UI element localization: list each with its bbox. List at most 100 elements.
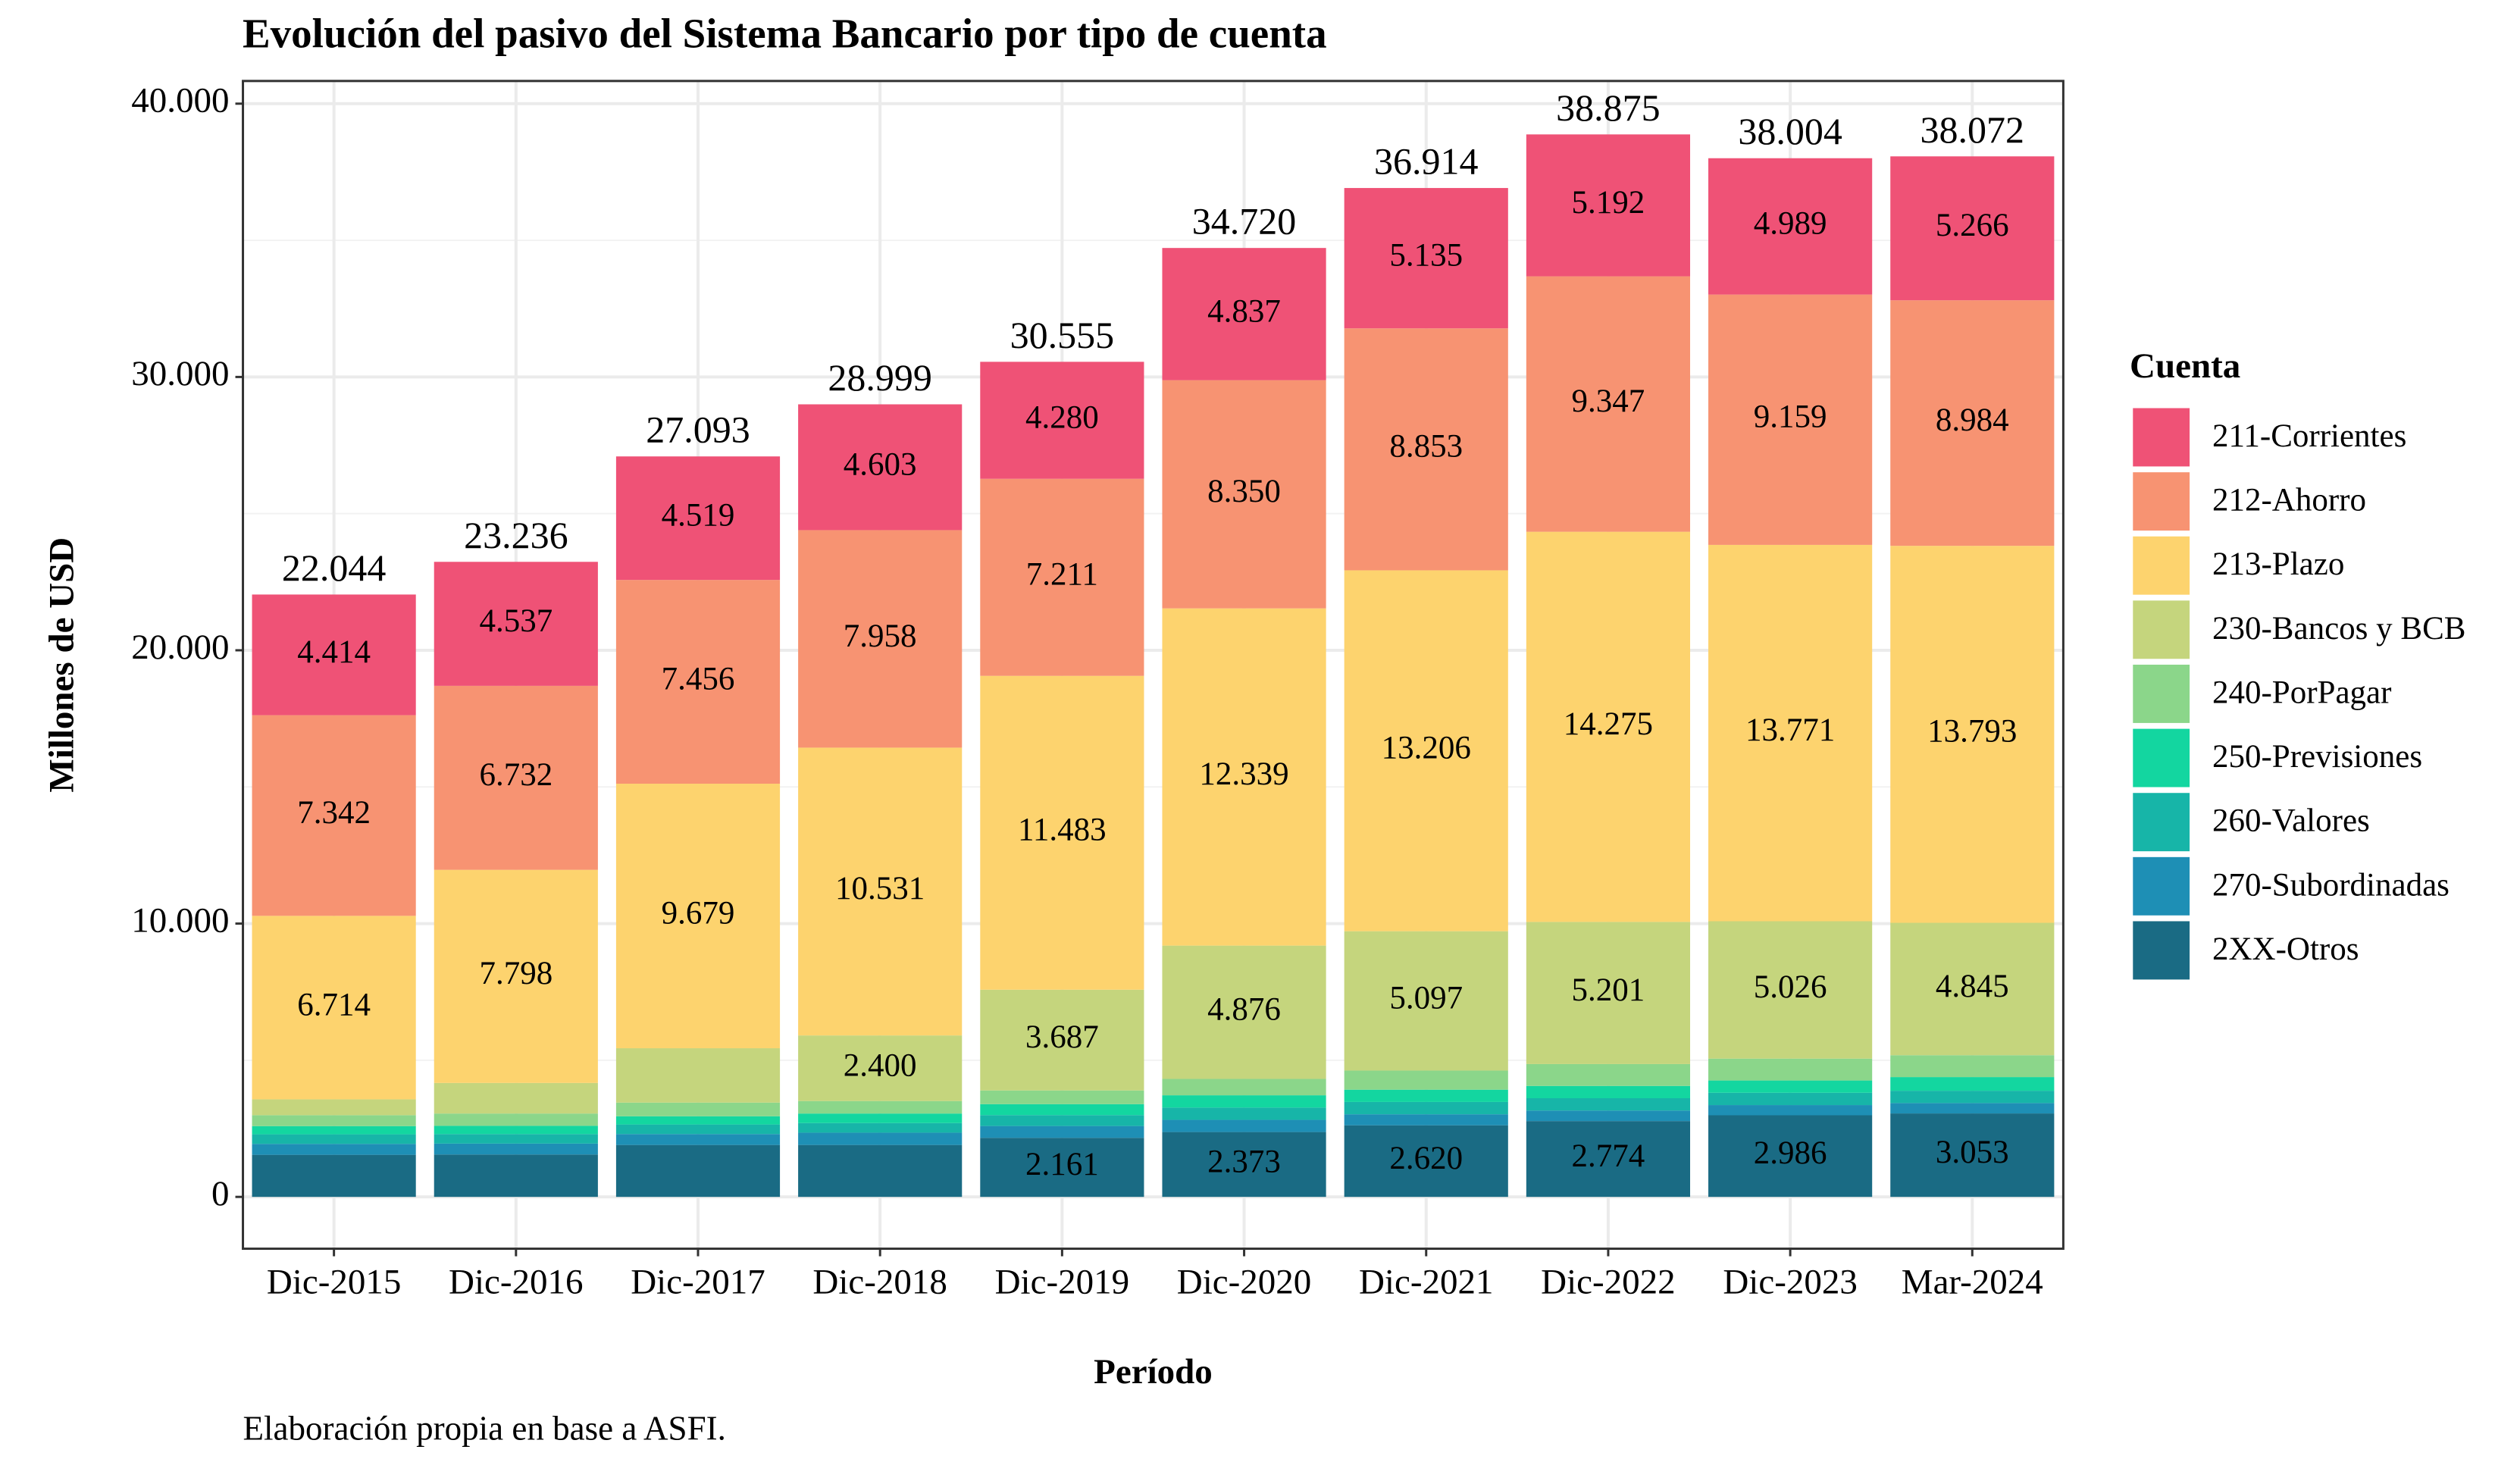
x-tick-label: Dic-2021 <box>1359 1262 1494 1301</box>
total-label: 38.875 <box>1556 86 1661 129</box>
bar-segment <box>252 594 416 715</box>
bar-segment <box>1708 1080 1873 1093</box>
total-label: 34.720 <box>1192 200 1297 243</box>
value-label: 5.097 <box>1389 980 1463 1016</box>
bar-segment <box>1344 931 1508 1071</box>
bar-segment <box>252 1099 416 1116</box>
total-label: 38.004 <box>1738 110 1842 152</box>
bar-segment <box>1890 1055 2055 1078</box>
bar-segment <box>1162 945 1326 1079</box>
total-label: 28.999 <box>828 356 932 399</box>
bar-segment <box>615 1124 781 1135</box>
value-label: 4.989 <box>1754 206 1827 242</box>
y-tick-label: 0 <box>211 1174 230 1213</box>
bar-segment <box>615 1144 781 1198</box>
x-tick-label: Mar-2024 <box>1902 1262 2043 1301</box>
bar-segment <box>615 456 781 581</box>
value-label: 13.771 <box>1745 712 1835 748</box>
bar-segment <box>798 1035 963 1101</box>
bar-segment <box>1890 156 2055 301</box>
bar-segment <box>1526 1121 1691 1198</box>
bar-segment <box>980 1138 1144 1198</box>
total-label: 22.044 <box>282 546 387 589</box>
bar-segment <box>434 1082 598 1114</box>
value-label: 4.414 <box>297 634 371 670</box>
bar-segment <box>798 1101 963 1114</box>
bar-segment <box>1890 1103 2055 1114</box>
value-label: 3.687 <box>1025 1019 1099 1055</box>
bar-segment <box>434 1154 598 1198</box>
bar-segment <box>1708 921 1873 1059</box>
value-label: 4.837 <box>1207 293 1281 329</box>
y-tick-label: 20.000 <box>131 628 229 667</box>
value-label: 6.732 <box>479 757 553 793</box>
value-label: 13.793 <box>1927 714 2017 750</box>
bar-segment <box>1162 380 1326 609</box>
value-label: 2.774 <box>1572 1138 1645 1174</box>
bar-segment <box>615 1102 781 1116</box>
bar-segment <box>1526 531 1691 922</box>
total-label: 23.236 <box>464 514 568 556</box>
total-label: 27.093 <box>646 409 750 451</box>
legend-label: 213-Plazo <box>2212 546 2344 582</box>
value-label: 8.350 <box>1207 474 1281 509</box>
legend-key <box>2133 408 2190 467</box>
x-tick-label: Dic-2020 <box>1177 1262 1312 1301</box>
bar-segment <box>980 675 1144 990</box>
value-label: 5.201 <box>1572 972 1645 1008</box>
bar-segment <box>1162 1119 1326 1132</box>
bar-segment <box>980 1115 1144 1126</box>
bar-segment <box>1344 1070 1508 1090</box>
total-label: 30.555 <box>1010 314 1115 356</box>
value-label: 9.159 <box>1754 399 1827 435</box>
bar-segment <box>980 989 1144 1091</box>
plot-border <box>242 80 2065 1251</box>
bar-segment <box>1526 1085 1691 1098</box>
bar-segment <box>434 869 598 1083</box>
bar-segment <box>1526 922 1691 1064</box>
bar-segment <box>434 1143 598 1155</box>
value-label: 6.714 <box>297 987 371 1022</box>
bar-segment <box>1526 1110 1691 1122</box>
bar-segment <box>980 478 1144 676</box>
value-label: 4.280 <box>1025 399 1099 435</box>
bar-segment <box>1162 248 1326 380</box>
value-label: 7.342 <box>297 795 371 831</box>
bar-segment <box>798 747 963 1036</box>
x-axis-title: Período <box>1094 1352 1213 1392</box>
bar-segment <box>1890 546 2055 923</box>
bar-segment <box>615 1134 781 1145</box>
x-tick-label: Dic-2016 <box>449 1262 584 1301</box>
value-label: 2.161 <box>1025 1147 1099 1182</box>
legend-key <box>2133 600 2190 659</box>
bar-segment <box>798 1144 963 1198</box>
legend-label: 270-Subordinadas <box>2212 867 2450 903</box>
legend-key <box>2133 856 2190 916</box>
bar-segment <box>980 1126 1144 1138</box>
bar-segment <box>1526 1097 1691 1111</box>
bar-segment <box>1162 1107 1326 1120</box>
legend-key <box>2133 921 2190 980</box>
bar-segment <box>615 784 781 1049</box>
bar-segment <box>1708 158 1873 295</box>
bar-segment <box>1344 1114 1508 1126</box>
value-label: 14.275 <box>1564 706 1653 742</box>
value-label: 4.537 <box>479 603 553 639</box>
total-label: 36.914 <box>1374 140 1479 183</box>
value-label: 8.853 <box>1389 429 1463 465</box>
value-label: 7.211 <box>1026 557 1098 593</box>
bar-segment <box>980 1090 1144 1104</box>
value-label: 12.339 <box>1199 756 1288 792</box>
bar-segment <box>1708 294 1873 545</box>
legend-label: 211-Corrientes <box>2212 418 2406 454</box>
legend-key <box>2133 793 2190 852</box>
bar-segment <box>434 1134 598 1144</box>
value-label: 11.483 <box>1018 812 1107 848</box>
legend-label: 230-Bancos y BCB <box>2212 611 2465 647</box>
bar-segment <box>1344 188 1508 329</box>
bar-segment <box>1526 276 1691 532</box>
bar-segment <box>798 1132 963 1145</box>
value-label: 2.400 <box>844 1047 917 1083</box>
bar-segment <box>798 1122 963 1133</box>
total-label: 38.072 <box>1921 108 2025 151</box>
